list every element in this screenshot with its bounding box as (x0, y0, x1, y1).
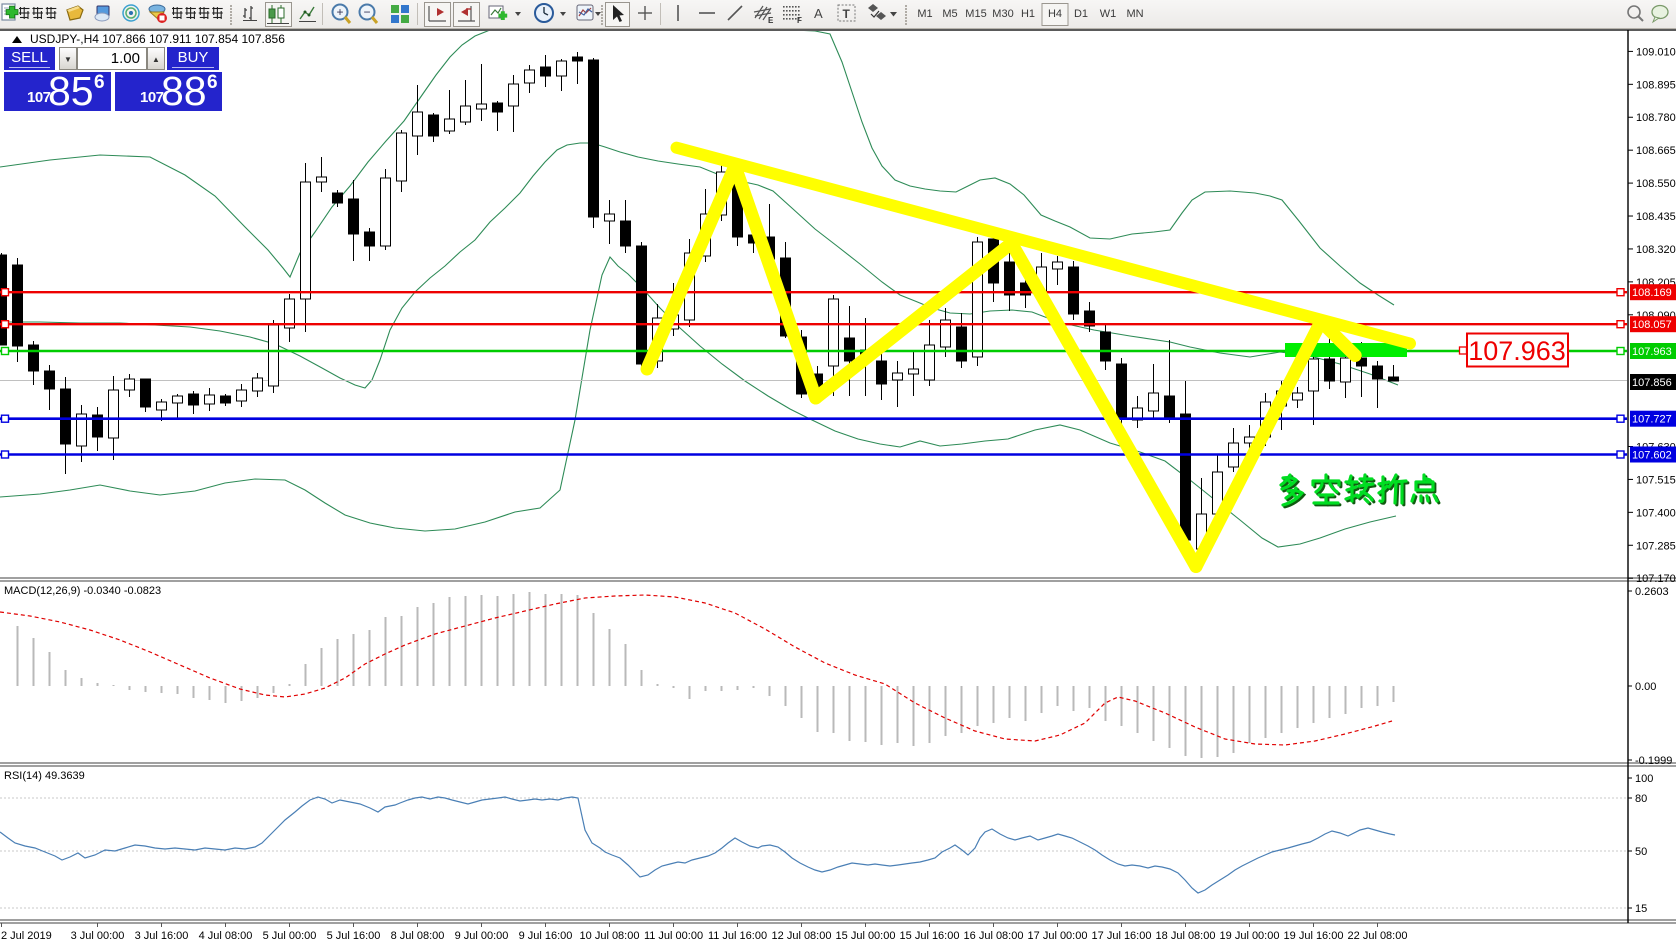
svg-text:18 Jul 08:00: 18 Jul 08:00 (1156, 930, 1216, 942)
svg-text:107.963: 107.963 (1632, 346, 1672, 358)
svg-text:A: A (814, 6, 823, 21)
svg-text:50: 50 (1635, 846, 1647, 858)
svg-text:M15: M15 (965, 8, 986, 20)
svg-text:0.2603: 0.2603 (1635, 586, 1669, 598)
svg-text:107.602: 107.602 (1632, 450, 1672, 462)
svg-text:M1: M1 (917, 8, 932, 20)
svg-text:12 Jul 08:00: 12 Jul 08:00 (772, 930, 832, 942)
svg-text:MACD(12,26,9) -0.0340 -0.0823: MACD(12,26,9) -0.0340 -0.0823 (4, 585, 161, 597)
svg-text:W1: W1 (1100, 8, 1117, 20)
svg-text:5 Jul 16:00: 5 Jul 16:00 (327, 930, 381, 942)
svg-text:107.400: 107.400 (1636, 507, 1676, 519)
svg-text:MN: MN (1126, 8, 1143, 20)
svg-text:D1: D1 (1074, 8, 1088, 20)
svg-text:15: 15 (1635, 903, 1647, 915)
svg-text:107.170: 107.170 (1636, 573, 1676, 585)
svg-text:M30: M30 (992, 8, 1013, 20)
svg-text:108.550: 108.550 (1636, 178, 1676, 190)
svg-text:H1: H1 (1021, 8, 1035, 20)
svg-text:11 Jul 16:00: 11 Jul 16:00 (708, 930, 767, 942)
svg-text:4 Jul 08:00: 4 Jul 08:00 (199, 930, 253, 942)
svg-text:19 Jul 00:00: 19 Jul 00:00 (1220, 930, 1280, 942)
svg-text:108.320: 108.320 (1636, 244, 1676, 256)
svg-text:10 Jul 08:00: 10 Jul 08:00 (580, 930, 640, 942)
svg-text:0.00: 0.00 (1635, 681, 1656, 693)
svg-text:108.057: 108.057 (1632, 319, 1672, 331)
svg-text:107.727: 107.727 (1632, 414, 1672, 426)
svg-text:9 Jul 00:00: 9 Jul 00:00 (455, 930, 509, 942)
svg-text:16 Jul 08:00: 16 Jul 08:00 (964, 930, 1024, 942)
svg-text:15 Jul 00:00: 15 Jul 00:00 (836, 930, 896, 942)
svg-text:T: T (843, 7, 851, 21)
svg-text:E: E (768, 16, 774, 25)
svg-text:108.169: 108.169 (1632, 287, 1672, 299)
svg-text:109.010: 109.010 (1636, 46, 1676, 58)
svg-text:F: F (797, 16, 802, 25)
svg-text:−: − (363, 5, 370, 19)
svg-text:19 Jul 16:00: 19 Jul 16:00 (1284, 930, 1344, 942)
svg-text:108.895: 108.895 (1636, 79, 1676, 91)
svg-text:3 Jul 16:00: 3 Jul 16:00 (135, 930, 189, 942)
svg-text:107.856: 107.856 (1632, 377, 1672, 389)
svg-text:2 Jul 2019: 2 Jul 2019 (1, 930, 52, 942)
svg-text:80: 80 (1635, 793, 1647, 805)
svg-text:108.435: 108.435 (1636, 211, 1676, 223)
svg-text:M5: M5 (942, 8, 957, 20)
svg-text:107.515: 107.515 (1636, 474, 1676, 486)
svg-text:3 Jul 00:00: 3 Jul 00:00 (71, 930, 125, 942)
svg-text:H4: H4 (1048, 8, 1062, 20)
svg-text:108.665: 108.665 (1636, 145, 1676, 157)
svg-text:100: 100 (1635, 773, 1653, 785)
svg-text:8 Jul 08:00: 8 Jul 08:00 (391, 930, 445, 942)
svg-text:107.285: 107.285 (1636, 540, 1676, 552)
svg-text:15 Jul 16:00: 15 Jul 16:00 (900, 930, 960, 942)
svg-text:17 Jul 00:00: 17 Jul 00:00 (1028, 930, 1088, 942)
svg-text:107.963: 107.963 (1468, 336, 1566, 366)
svg-text:RSI(14) 49.3639: RSI(14) 49.3639 (4, 770, 85, 782)
svg-text:-0.1999: -0.1999 (1635, 755, 1672, 767)
svg-text:5 Jul 00:00: 5 Jul 00:00 (263, 930, 317, 942)
svg-text:22 Jul 08:00: 22 Jul 08:00 (1348, 930, 1408, 942)
svg-text:11 Jul 00:00: 11 Jul 00:00 (644, 930, 703, 942)
svg-text:108.780: 108.780 (1636, 112, 1676, 124)
svg-text:17 Jul 16:00: 17 Jul 16:00 (1092, 930, 1152, 942)
svg-text:+: + (336, 5, 343, 19)
svg-text:9 Jul 16:00: 9 Jul 16:00 (519, 930, 573, 942)
svg-text:USDJPY-,H4 107.866 107.911 10: USDJPY-,H4 107.866 107.911 107.854 107.8… (30, 32, 285, 46)
